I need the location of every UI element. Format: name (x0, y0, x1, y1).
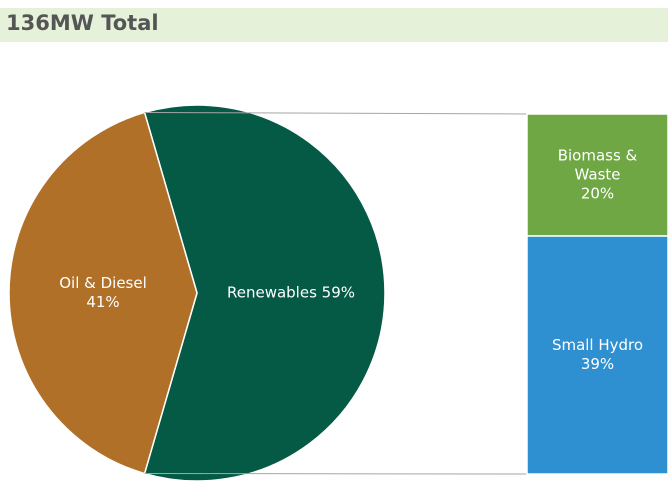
bar-segment (526, 235, 668, 475)
data-label: Small Hydro 39% (543, 336, 653, 374)
label-name: Renewables (226, 283, 317, 302)
data-label: Biomass & Waste 20% (543, 147, 653, 204)
label-value: 20% (580, 184, 615, 203)
label-value: 59% (321, 283, 356, 302)
data-label: Renewables 59% (227, 284, 355, 303)
bar-segment (526, 113, 668, 237)
pie-slice (143, 104, 386, 481)
label-name: Oil & Diesel (59, 274, 147, 292)
label-value: 41% (86, 293, 120, 311)
label-name: Small Hydro (551, 336, 644, 355)
connector (144, 111, 528, 115)
pie-slice (8, 111, 198, 475)
chart-title: 136MW Total (6, 11, 159, 35)
label-value: 39% (580, 355, 615, 374)
label-name: Biomass & Waste (557, 146, 638, 184)
data-label: Oil & Diesel 41% (59, 274, 147, 312)
title-band (0, 8, 668, 42)
